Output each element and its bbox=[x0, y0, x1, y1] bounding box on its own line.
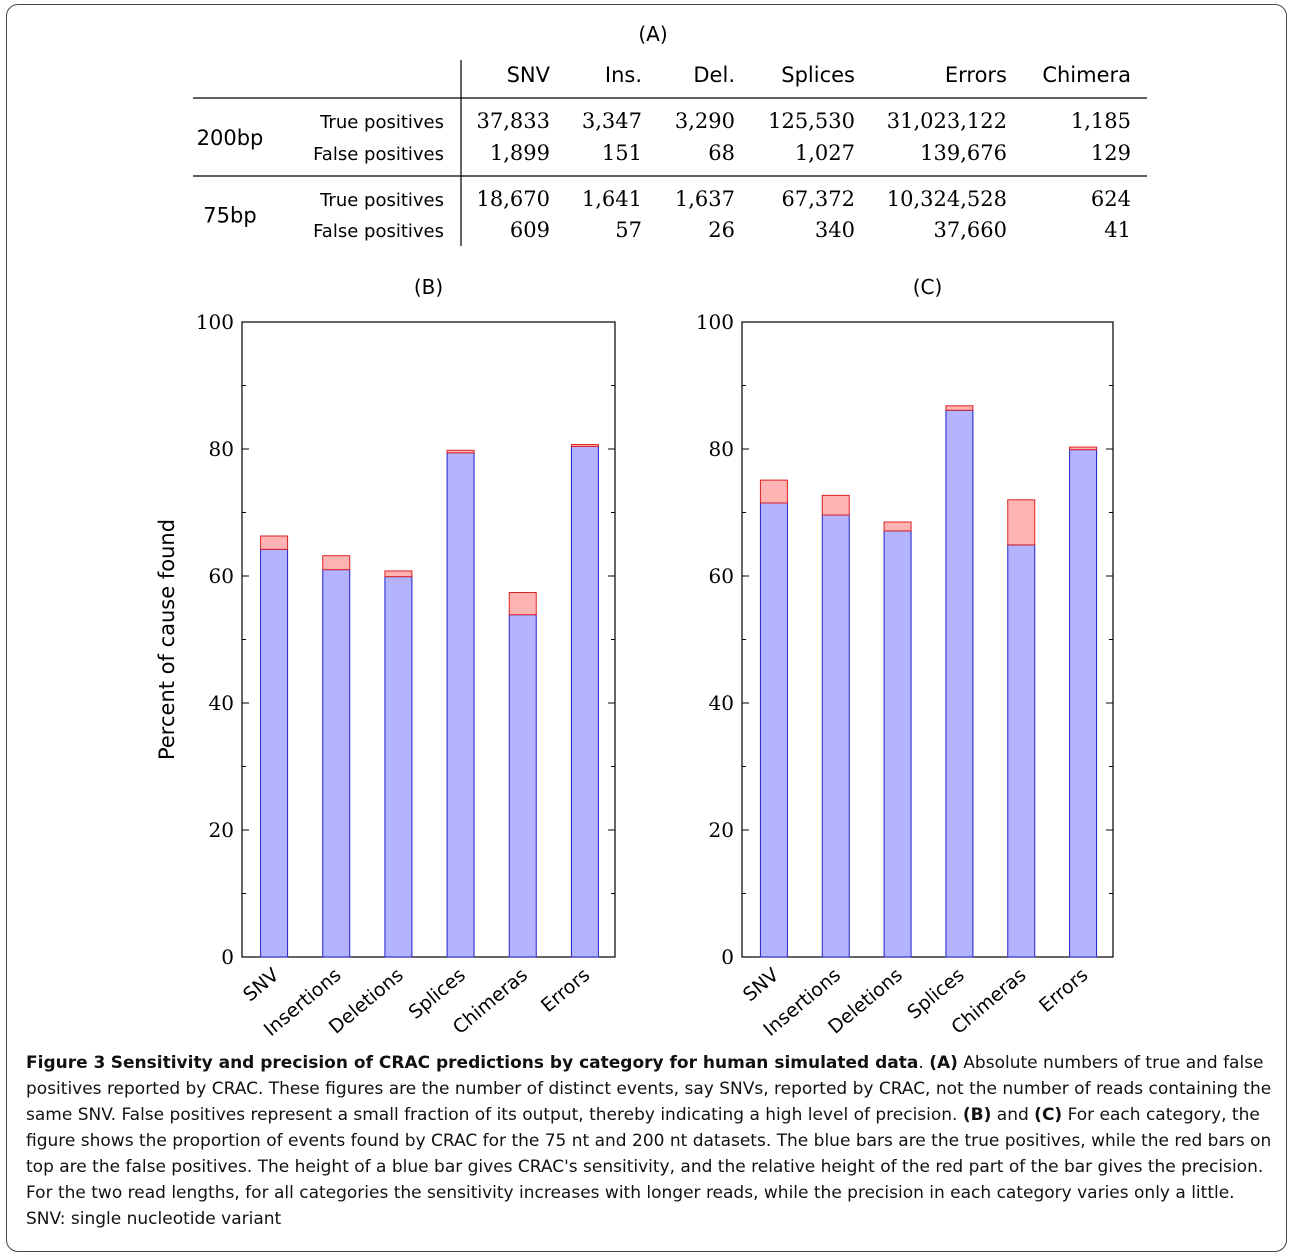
bar-true-positive bbox=[322, 569, 351, 958]
bar-true-positive bbox=[945, 409, 974, 958]
bar-true-positive bbox=[508, 614, 537, 958]
table-cell: 57 bbox=[615, 218, 642, 242]
bar-false-positive bbox=[446, 449, 475, 454]
y-tick-label: 80 bbox=[709, 437, 734, 461]
table-cell: 609 bbox=[510, 218, 550, 242]
y-tick-label: 40 bbox=[709, 691, 734, 715]
results-table: (A) SNV Ins. Del. Splices Errors Chimera 200b… bbox=[193, 22, 1147, 246]
figure-caption: Figure 3 Sensitivity and precision of CR… bbox=[26, 1053, 1272, 1229]
table-cell: 37,833 bbox=[477, 109, 550, 133]
y-tick-label: 20 bbox=[709, 818, 734, 842]
table-cell: 624 bbox=[1091, 187, 1131, 211]
bar-true-positive bbox=[821, 514, 850, 958]
table-column-header: Chimera bbox=[1042, 63, 1131, 87]
bar-false-positive bbox=[883, 521, 912, 532]
table-cell: 1,637 bbox=[675, 187, 735, 211]
table-cell: 18,670 bbox=[477, 187, 550, 211]
bar-true-positive bbox=[570, 445, 599, 958]
bar-false-positive bbox=[1069, 446, 1098, 451]
caption-b-label: (B) bbox=[962, 1105, 992, 1125]
table-cell: 129 bbox=[1091, 141, 1131, 165]
y-axis-label: Percent of cause found bbox=[155, 519, 179, 760]
bar-false-positive bbox=[821, 494, 850, 516]
chart-title: (C) bbox=[913, 275, 943, 299]
table-cell: 139,676 bbox=[920, 141, 1007, 165]
table-cell: 26 bbox=[708, 218, 735, 242]
table-column-header: Del. bbox=[693, 63, 735, 87]
table-cell: 67,372 bbox=[782, 187, 855, 211]
y-tick-label: 60 bbox=[709, 564, 734, 588]
table-group-label: 75bp bbox=[203, 204, 256, 228]
caption-title: Sensitivity and precision of CRAC predic… bbox=[110, 1053, 919, 1073]
table-cell: 31,023,122 bbox=[887, 109, 1007, 133]
x-tick-label: Errors bbox=[537, 964, 594, 1017]
bar-false-positive bbox=[1007, 499, 1036, 546]
y-tick-label: 20 bbox=[209, 818, 234, 842]
bar-false-positive bbox=[322, 555, 351, 571]
table-column-header: SNV bbox=[507, 63, 551, 87]
table-cell: 10,324,528 bbox=[887, 187, 1007, 211]
plot-frame bbox=[241, 321, 616, 958]
table-cell: 1,641 bbox=[582, 187, 642, 211]
table-row-label: True positives bbox=[319, 112, 444, 133]
caption-c-label: (C) bbox=[1034, 1105, 1063, 1125]
table-row-label: True positives bbox=[319, 190, 444, 211]
y-tick-label: 100 bbox=[196, 310, 234, 334]
table-cell: 68 bbox=[708, 141, 735, 165]
x-tick-label: Errors bbox=[1035, 964, 1092, 1017]
caption-a-text: Absolute numbers of true and false posit… bbox=[26, 1053, 1272, 1125]
bar-false-positive bbox=[759, 479, 788, 504]
table-column-header: Ins. bbox=[605, 63, 642, 87]
table-cell: 151 bbox=[602, 141, 642, 165]
x-tick-label: SNV bbox=[739, 964, 783, 1006]
bar-true-positive bbox=[1007, 544, 1036, 958]
table-column-header: Errors bbox=[945, 63, 1007, 87]
bar-false-positive bbox=[384, 570, 413, 578]
bar-false-positive bbox=[508, 592, 537, 616]
x-tick-label: SNV bbox=[239, 964, 283, 1006]
y-tick-label: 0 bbox=[221, 945, 234, 969]
y-tick-label: 0 bbox=[721, 945, 734, 969]
bar-true-positive bbox=[759, 502, 788, 958]
y-tick-label: 40 bbox=[209, 691, 234, 715]
figure-frame bbox=[6, 4, 1287, 1252]
table-column-header: Splices bbox=[781, 63, 855, 87]
table-cell: 37,660 bbox=[934, 218, 1007, 242]
y-tick-label: 80 bbox=[209, 437, 234, 461]
chart-c: (C)020406080100SNVInsertionsDeletionsSpl… bbox=[696, 275, 1114, 1041]
bar-true-positive bbox=[1069, 449, 1098, 958]
table-group-label: 200bp bbox=[197, 126, 264, 150]
table-row-label: False positives bbox=[313, 221, 444, 242]
chart-title: (B) bbox=[414, 275, 443, 299]
table-row-label: False positives bbox=[313, 144, 444, 165]
table-cell: 3,347 bbox=[582, 109, 642, 133]
chart-b: (B) 0 20 40 60 80 100 Percent of cause found SNV… bbox=[155, 275, 616, 1041]
table-panel-label: (A) bbox=[638, 22, 667, 46]
bar-true-positive bbox=[446, 452, 475, 958]
bar-false-positive bbox=[570, 444, 599, 447]
plot-frame bbox=[741, 321, 1114, 958]
bar-true-positive bbox=[384, 576, 413, 958]
caption-a-label: (A) bbox=[929, 1053, 958, 1073]
y-tick-label: 100 bbox=[696, 310, 734, 334]
bar-true-positive bbox=[883, 530, 912, 958]
table-cell: 1,027 bbox=[795, 141, 855, 165]
caption-bc-text: For each category, the figure shows the … bbox=[26, 1105, 1272, 1229]
bar-true-positive bbox=[260, 548, 289, 958]
table-cell: 340 bbox=[815, 218, 855, 242]
table-cell: 125,530 bbox=[768, 109, 855, 133]
table-cell: 1,185 bbox=[1071, 109, 1131, 133]
bar-false-positive bbox=[260, 535, 289, 550]
caption-and-text: and bbox=[991, 1105, 1035, 1125]
table-cell: 1,899 bbox=[490, 141, 550, 165]
table-cell: 3,290 bbox=[675, 109, 735, 133]
y-tick-label: 60 bbox=[209, 564, 234, 588]
table-cell: 41 bbox=[1104, 218, 1131, 242]
bar-false-positive bbox=[945, 405, 974, 411]
caption-label: Figure 3 bbox=[26, 1053, 106, 1073]
